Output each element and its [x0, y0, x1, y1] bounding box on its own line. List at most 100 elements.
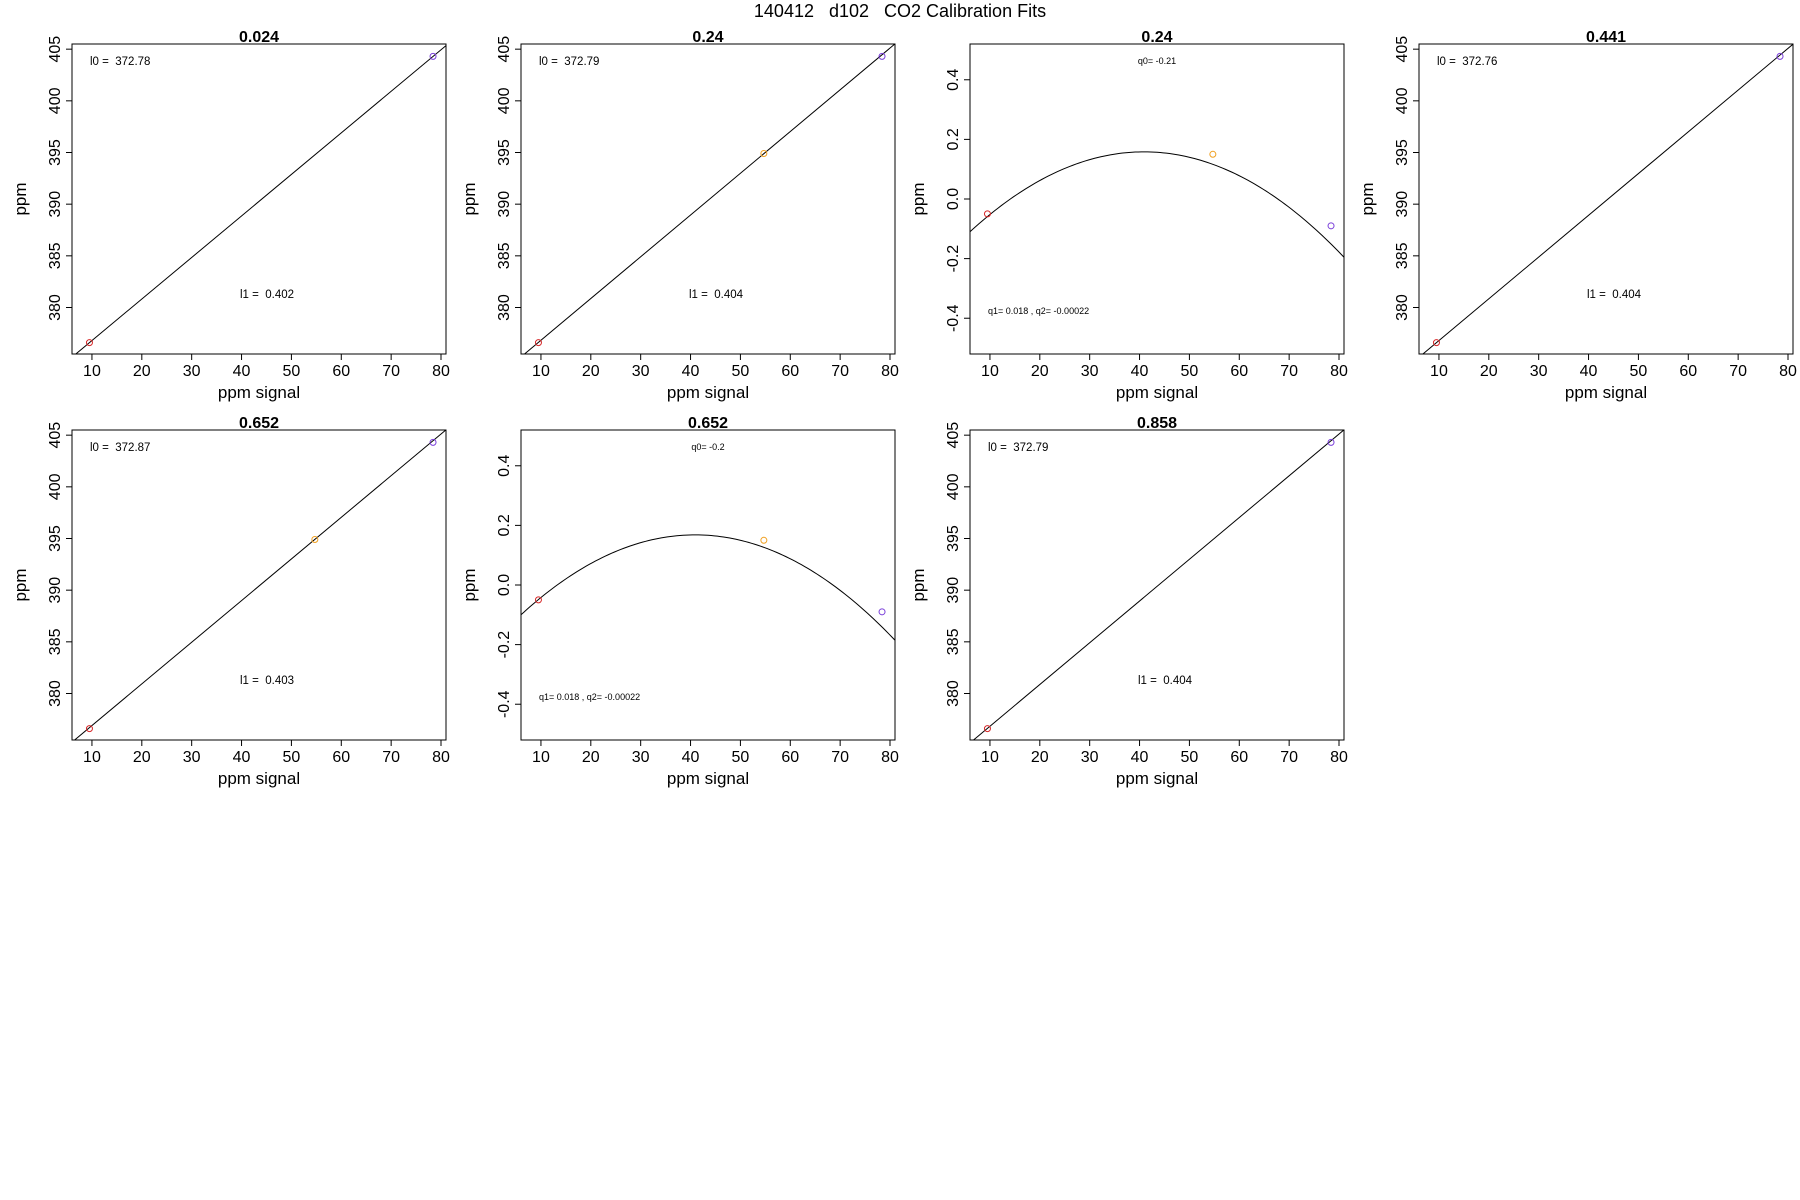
x-tick-label: 20: [582, 749, 600, 766]
x-tick-label: 80: [1779, 363, 1797, 380]
panel-title: 0.24: [692, 29, 723, 46]
data-point: [983, 725, 991, 733]
data-point: [878, 52, 886, 60]
y-tick-label: 390: [47, 191, 64, 218]
panel-title: 0.858: [1137, 415, 1177, 432]
y-tick-label: 405: [945, 422, 962, 449]
y-tick-label: 385: [496, 242, 513, 269]
x-tick-label: 40: [682, 749, 700, 766]
x-tick-label: 20: [1031, 363, 1049, 380]
x-axis-label: ppm signal: [1565, 383, 1647, 402]
calibration-panel: 0.24 10 20 30 40 50 60 70 80 ppm signal -0.4 -0.2 0.…: [909, 29, 1348, 402]
x-tick-label: 60: [781, 363, 799, 380]
x-tick-label: 40: [1580, 363, 1598, 380]
y-tick-label: 0.4: [945, 69, 962, 91]
x-tick-label: 60: [1230, 363, 1248, 380]
panel-title: 0.024: [239, 29, 279, 46]
y-axis-label: ppm: [1358, 182, 1377, 215]
plot-frame: [71, 429, 447, 741]
y-tick-label: 390: [945, 577, 962, 604]
x-tick-label: 80: [881, 749, 899, 766]
y-tick-label: 400: [1394, 87, 1411, 114]
fit-annotation: q1= 0.018 , q2= -0.00022: [988, 306, 1089, 316]
fit-line: [523, 44, 895, 354]
panel-title: 0.652: [239, 415, 279, 432]
x-tick-label: 50: [732, 363, 750, 380]
y-axis-label: ppm: [11, 568, 30, 601]
y-tick-label: 390: [1394, 191, 1411, 218]
x-tick-label: 70: [382, 749, 400, 766]
x-tick-label: 30: [632, 749, 650, 766]
y-tick-label: 395: [1394, 139, 1411, 166]
plot-frame: [1418, 43, 1794, 355]
x-tick-label: 70: [831, 749, 849, 766]
data-point: [429, 438, 437, 446]
data-point: [534, 596, 542, 604]
x-tick-label: 80: [1330, 363, 1348, 380]
y-tick-label: 380: [47, 294, 64, 321]
fit-annotation: q1= 0.018 , q2= -0.00022: [539, 692, 640, 702]
fit-line: [75, 44, 446, 354]
fit-annotation: l1 = 0.404: [1138, 675, 1193, 687]
y-tick-label: 400: [47, 87, 64, 114]
x-tick-label: 50: [732, 749, 750, 766]
y-tick-label: 405: [496, 36, 513, 63]
x-tick-label: 60: [781, 749, 799, 766]
x-axis-label: ppm signal: [218, 383, 300, 402]
y-tick-label: -0.4: [945, 304, 962, 332]
data-point: [534, 339, 542, 347]
x-tick-label: 40: [233, 363, 251, 380]
x-tick-label: 40: [682, 363, 700, 380]
panel-title: 0.441: [1586, 29, 1626, 46]
x-tick-label: 40: [233, 749, 251, 766]
x-tick-label: 40: [1131, 363, 1149, 380]
x-tick-label: 10: [532, 749, 550, 766]
y-tick-label: 405: [1394, 36, 1411, 63]
panel-title: 0.24: [1141, 29, 1172, 46]
fit-annotation: l1 = 0.404: [689, 289, 744, 301]
fit-annotation: l1 = 0.404: [1587, 289, 1642, 301]
fit-line: [970, 151, 1344, 258]
data-point: [760, 536, 768, 544]
x-tick-label: 60: [332, 749, 350, 766]
y-tick-label: -0.4: [496, 690, 513, 718]
y-axis-label: ppm: [909, 568, 928, 601]
data-point: [878, 608, 886, 616]
x-tick-label: 20: [582, 363, 600, 380]
plot-frame: [520, 43, 896, 355]
calibration-panel: 0.24 10 20 30 40 50 60 70 80 ppm signal 380 385 390 3…: [460, 29, 899, 402]
fit-annotation: l1 = 0.402: [240, 289, 294, 301]
y-tick-label: 385: [47, 628, 64, 655]
y-tick-label: 385: [47, 242, 64, 269]
x-tick-label: 60: [332, 363, 350, 380]
fit-annotation: q0= -0.21: [1138, 56, 1176, 66]
x-tick-label: 60: [1679, 363, 1697, 380]
x-tick-label: 30: [183, 363, 201, 380]
y-tick-label: 0.2: [496, 514, 513, 536]
x-tick-label: 80: [432, 749, 450, 766]
x-tick-label: 70: [831, 363, 849, 380]
y-tick-label: 0.4: [496, 455, 513, 477]
y-tick-label: 380: [496, 294, 513, 321]
data-point: [760, 150, 768, 158]
x-tick-label: 50: [283, 749, 301, 766]
x-tick-label: 30: [1081, 363, 1099, 380]
x-tick-label: 50: [283, 363, 301, 380]
x-tick-label: 60: [1230, 749, 1248, 766]
y-tick-label: 405: [47, 36, 64, 63]
x-tick-label: 10: [981, 749, 999, 766]
fit-line: [1422, 44, 1793, 354]
calibration-panel: 0.652 10 20 30 40 50 60 70 80 ppm signal 380 385 390…: [11, 415, 450, 788]
y-tick-label: 400: [47, 473, 64, 500]
x-tick-label: 50: [1181, 363, 1199, 380]
calibration-panel: 0.024 10 20 30 40 50 60 70 80 ppm signal 380 385 390…: [11, 29, 450, 402]
y-axis-label: ppm: [460, 182, 479, 215]
y-axis-label: ppm: [11, 182, 30, 215]
y-tick-label: 390: [47, 577, 64, 604]
x-tick-label: 80: [432, 363, 450, 380]
y-axis-label: ppm: [460, 568, 479, 601]
x-tick-label: 70: [382, 363, 400, 380]
x-tick-label: 50: [1181, 749, 1199, 766]
x-tick-label: 70: [1280, 749, 1298, 766]
